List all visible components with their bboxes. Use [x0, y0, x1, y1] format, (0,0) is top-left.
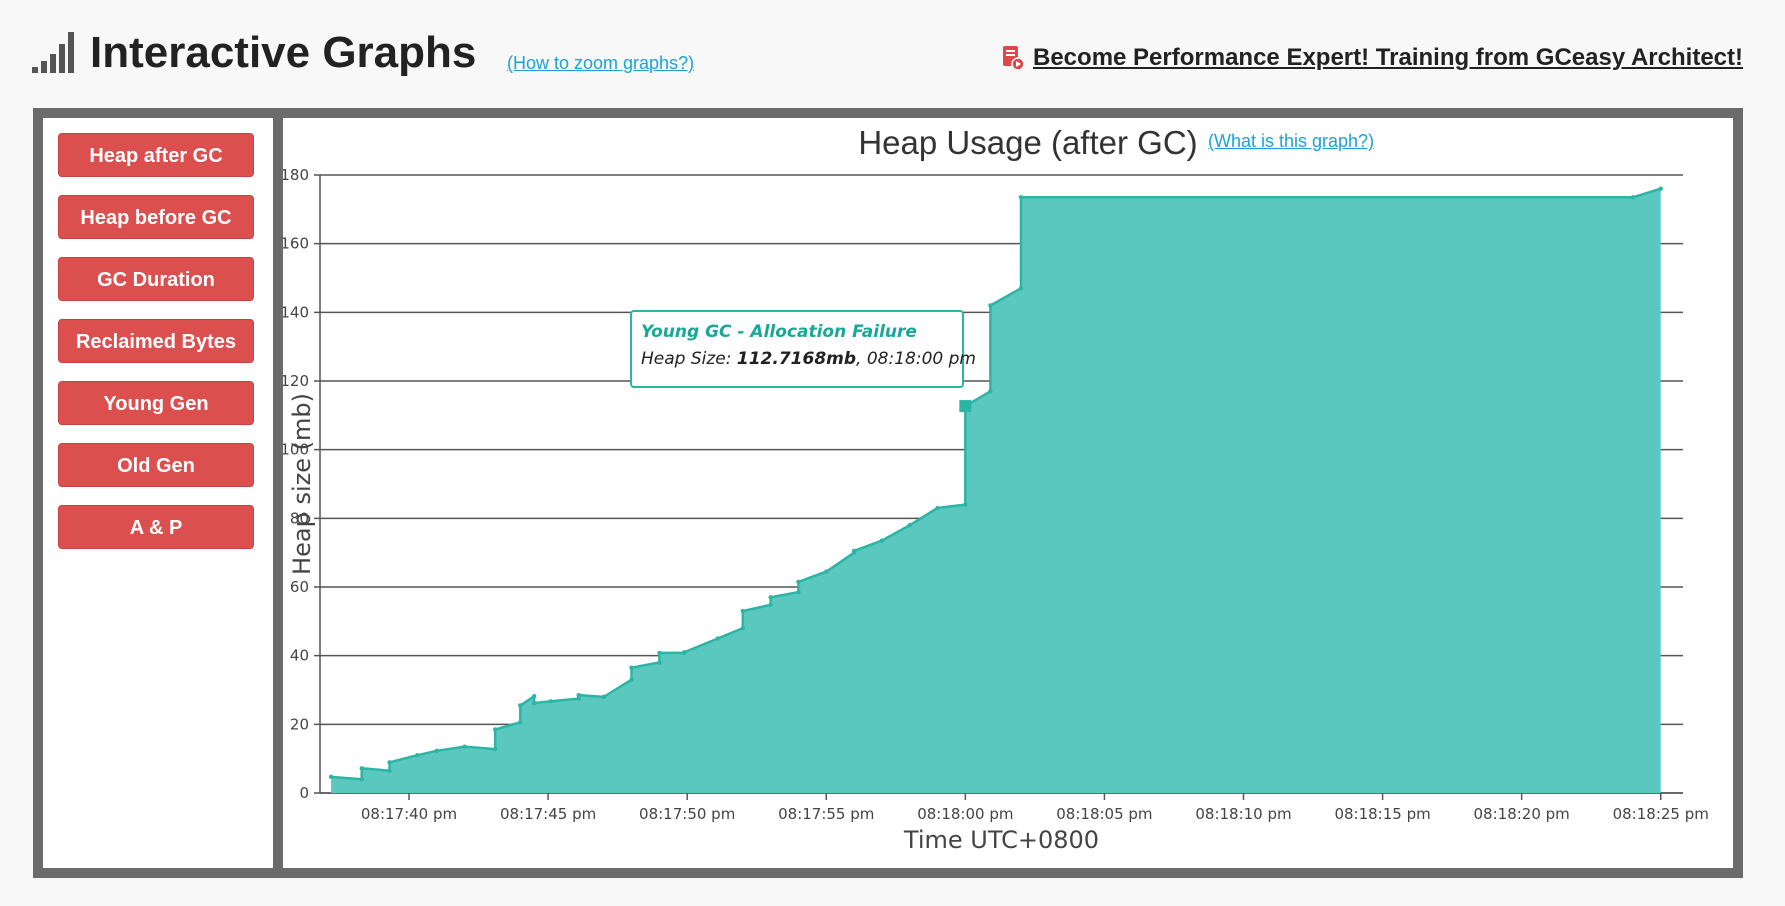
x-tick-label: 08:17:55 pm — [778, 805, 874, 823]
y-tick-label: 100 — [283, 441, 309, 459]
data-point — [576, 692, 581, 698]
data-point — [328, 774, 334, 780]
old-gen-button[interactable]: Old Gen — [58, 443, 254, 487]
y-tick-label: 180 — [283, 166, 309, 184]
data-point — [768, 595, 773, 600]
heap-before-gc-button[interactable]: Heap before GC — [58, 195, 254, 239]
x-tick-label: 08:18:20 pm — [1474, 805, 1570, 823]
data-point — [768, 602, 773, 608]
y-tick-label: 0 — [299, 784, 309, 802]
data-point — [682, 650, 687, 655]
gc-duration-button[interactable]: GC Duration — [58, 257, 254, 301]
training-document-icon — [1003, 46, 1025, 71]
tooltip-time: , 08:18:00 pm — [856, 349, 976, 369]
data-point — [576, 696, 581, 701]
x-tick-label: 08:17:40 pm — [361, 805, 457, 823]
x-tick-label: 08:17:50 pm — [639, 805, 735, 823]
y-tick-label: 20 — [290, 715, 309, 733]
signal-bars-icon — [32, 32, 74, 73]
x-tick-label: 08:18:05 pm — [1056, 805, 1152, 823]
x-tick-label: 08:18:10 pm — [1195, 805, 1291, 823]
heap-usage-chart[interactable]: 0 20 40 60 80 100 120 140 160 180 08:17:40 pm 08:17… — [283, 118, 1733, 868]
chart-tooltip: Young GC - Allocation Failure Heap Size:… — [630, 310, 976, 388]
data-point — [629, 677, 634, 682]
data-point — [796, 589, 801, 595]
x-axis-label: Time UTC+0800 — [903, 826, 1099, 854]
y-tick-label: 60 — [290, 578, 309, 596]
graph-menu: Heap after GC Heap before GC GC Duration… — [43, 118, 273, 868]
chart-title: Heap Usage (after GC) — [858, 124, 1198, 161]
data-point — [387, 760, 392, 765]
data-point — [601, 694, 606, 700]
y-tick-label: 160 — [283, 235, 309, 253]
tooltip-body: Heap Size: 112.7168mb, 08:18:00 pm — [641, 349, 976, 369]
data-point — [879, 538, 885, 543]
training-promo[interactable]: Become Performance Expert! Training from… — [1001, 43, 1743, 73]
data-point — [359, 777, 364, 782]
x-tick-label: 08:18:25 pm — [1613, 805, 1709, 823]
y-tick-label: 80 — [290, 509, 309, 527]
y-axis-label: Heap size (mb) — [288, 393, 316, 575]
a-and-p-button[interactable]: A & P — [58, 505, 254, 549]
data-point — [629, 665, 634, 670]
data-point — [434, 748, 440, 753]
x-tick-label: 08:17:45 pm — [500, 805, 596, 823]
data-point — [963, 502, 968, 507]
x-tick-label: 08:18:15 pm — [1334, 805, 1430, 823]
page-title: Interactive Graphs — [90, 28, 477, 77]
data-point — [518, 703, 523, 708]
page-header: Interactive Graphs (How to zoom graphs?)… — [0, 0, 1785, 105]
what-is-this-graph-link[interactable]: (What is this graph?) — [1208, 131, 1375, 151]
tooltip-title: Young GC - Allocation Failure — [641, 322, 917, 342]
data-point — [462, 744, 467, 749]
data-point — [907, 523, 912, 528]
data-point — [518, 720, 523, 725]
y-tick-label: 140 — [283, 303, 309, 321]
data-point — [531, 693, 537, 699]
data-point — [740, 626, 746, 631]
y-tick-label: 40 — [290, 647, 309, 665]
data-point — [359, 766, 364, 771]
data-point — [1630, 195, 1636, 200]
data-point — [493, 746, 498, 752]
data-point — [1018, 286, 1024, 291]
highlighted-point — [959, 400, 972, 413]
data-point — [740, 608, 746, 614]
data-point — [387, 768, 392, 773]
data-point — [1018, 195, 1024, 200]
data-point — [715, 636, 720, 641]
data-point — [935, 505, 940, 511]
data-point — [1658, 186, 1663, 191]
data-point — [531, 700, 537, 706]
data-point — [824, 569, 829, 574]
data-point — [988, 389, 993, 394]
data-point — [796, 579, 801, 585]
x-tick-label: 08:18:00 pm — [917, 805, 1013, 823]
heap-area — [331, 188, 1661, 793]
data-point — [415, 753, 420, 758]
data-point — [548, 699, 554, 704]
reclaimed-bytes-button[interactable]: Reclaimed Bytes — [58, 319, 254, 363]
data-point — [657, 660, 662, 665]
data-point — [657, 650, 662, 656]
data-point — [851, 548, 857, 554]
y-tick-label: 120 — [283, 372, 309, 390]
training-promo-link[interactable]: Become Performance Expert! Training from… — [1033, 44, 1743, 71]
tooltip-label: Heap Size: — [641, 349, 737, 369]
young-gen-button[interactable]: Young Gen — [58, 381, 254, 425]
heap-after-gc-button[interactable]: Heap after GC — [58, 133, 254, 177]
data-point — [988, 303, 993, 308]
zoom-help-link[interactable]: (How to zoom graphs?) — [507, 53, 695, 73]
chart-panel: Heap Usage (after GC) (What is this grap… — [283, 118, 1733, 868]
tooltip-value: 112.7168mb — [736, 349, 857, 369]
data-point — [493, 727, 498, 732]
